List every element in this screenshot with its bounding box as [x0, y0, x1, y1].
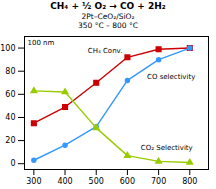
- svg-text:700: 700: [151, 177, 166, 186]
- html-text:CH₄ + ½ O₂ → CO + 2H₂: CH₄ + ½ O₂ → CO + 2H₂: [50, 1, 166, 11]
- html-text:350 °C – 800 °C: 350 °C – 800 °C: [78, 21, 138, 30]
- svg-text:60: 60: [5, 90, 15, 99]
- svg-text:0: 0: [10, 159, 15, 168]
- svg-text:CO selectivity: CO selectivity: [147, 73, 195, 81]
- svg-text:400: 400: [57, 177, 72, 186]
- svg-text:300: 300: [26, 177, 41, 186]
- svg-text:CO₂ Selectivity: CO₂ Selectivity: [141, 144, 193, 152]
- svg-text:500: 500: [89, 177, 104, 186]
- svg-text:CH₄ Conv.: CH₄ Conv.: [88, 47, 123, 55]
- svg-text:80: 80: [5, 67, 15, 76]
- html-text:2Pt–CeO₂/SiO₂: 2Pt–CeO₂/SiO₂: [81, 12, 135, 21]
- svg-text:20: 20: [5, 136, 15, 145]
- svg-text:100: 100: [0, 44, 15, 53]
- svg-text:800: 800: [182, 177, 197, 186]
- svg-text:100 nm: 100 nm: [28, 39, 55, 47]
- svg-text:600: 600: [120, 177, 135, 186]
- svg-text:40: 40: [5, 113, 15, 122]
